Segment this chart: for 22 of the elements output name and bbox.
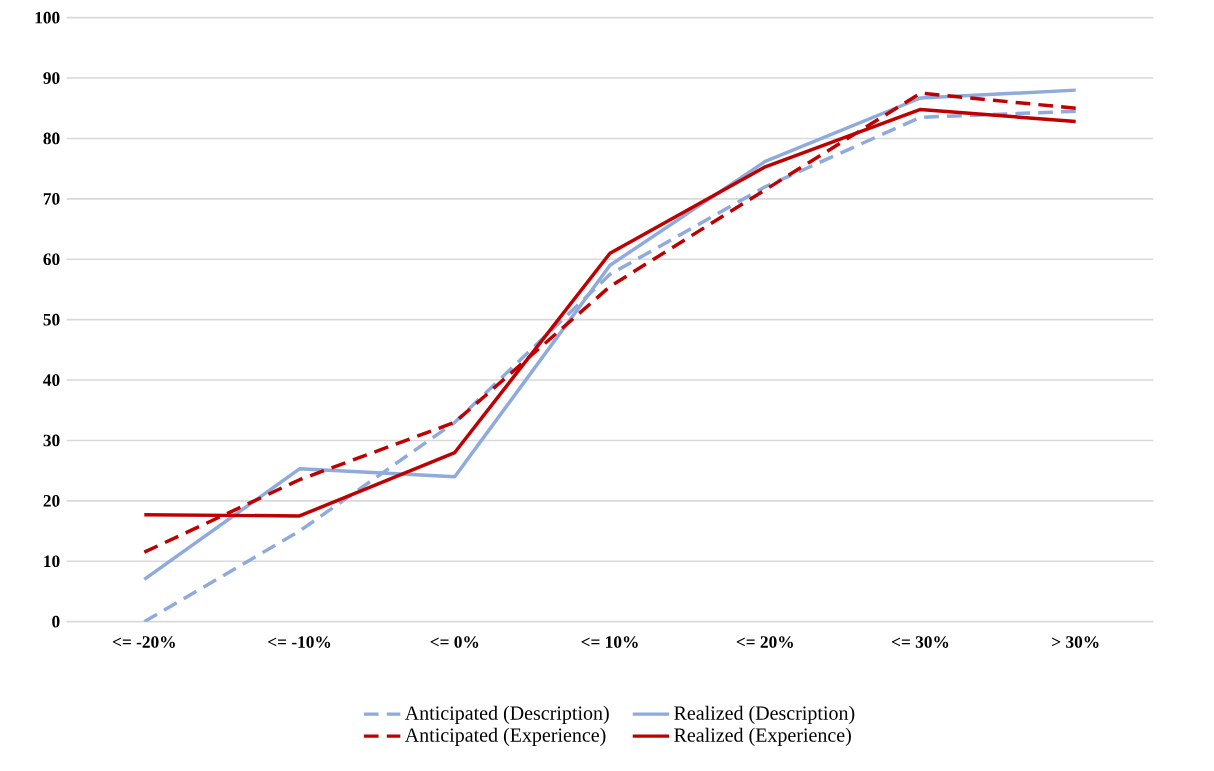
legend-label: Anticipated (Description): [404, 705, 609, 724]
y-tick-label: 10: [44, 555, 60, 568]
legend-label: Anticipated (Experience): [404, 727, 606, 746]
x-tick-label: <= 20%: [736, 636, 793, 648]
x-tick-label: > 30%: [1052, 636, 1099, 648]
x-tick-label: <= 30%: [891, 636, 949, 648]
y-tick-label: 20: [43, 495, 60, 507]
y-tick-label: 90: [43, 72, 60, 84]
x-tick-label: <= -20%: [112, 636, 175, 648]
x-tick-label: <= -10%: [268, 636, 331, 648]
y-tick-label: 40: [43, 374, 60, 386]
y-tick-label: 80: [43, 132, 60, 145]
y-tick-label: 100: [35, 11, 60, 24]
y-tick-label: 50: [43, 313, 60, 326]
y-tick-label: 60: [43, 253, 60, 266]
y-tick-label: 70: [43, 193, 60, 205]
x-tick-label: <= 0%: [430, 636, 479, 648]
x-tick-label: <= 10%: [581, 636, 638, 648]
legend-label: Realized (Description): [674, 705, 855, 724]
y-tick-label: 30: [43, 434, 60, 447]
y-tick-label: 0: [52, 615, 60, 628]
legend-label: Realized (Experience): [674, 727, 851, 746]
